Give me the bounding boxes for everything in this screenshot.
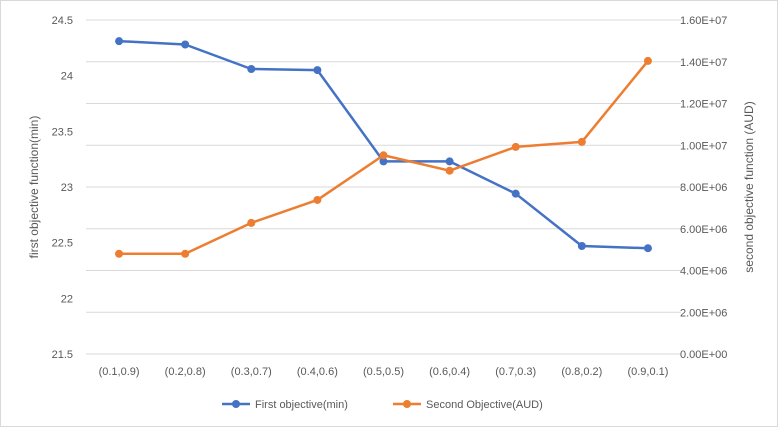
series-1-point [445, 157, 454, 166]
left-tick-label: 21.5 [52, 349, 73, 361]
series-2-point [379, 151, 388, 160]
left-tick-label: 22.5 [52, 238, 73, 250]
series-2-point [181, 249, 190, 258]
legend-marker-second [403, 400, 411, 408]
series-1-point [511, 189, 520, 198]
x-tick-label: (0.8,0.2) [561, 366, 602, 378]
left-axis-ticks: 21.5 22 22.5 23 23.5 24 24.5 [52, 15, 73, 361]
series-1-point [181, 40, 190, 49]
legend-label-second: Second Objective(AUD) [426, 399, 543, 411]
right-tick-label: 2.00E+06 [680, 307, 727, 319]
right-axis-ticks: 0.00E+00 2.00E+06 4.00E+06 6.00E+06 8.00E+06… [680, 15, 727, 361]
legend-marker-first [232, 400, 240, 408]
x-tick-label: (0.7,0.3) [495, 366, 536, 378]
legend: First objective(min) Second Objective(AU… [222, 399, 543, 411]
left-tick-label: 24 [61, 71, 73, 83]
right-tick-label: 1.60E+07 [680, 15, 727, 27]
series-1-point [247, 64, 256, 73]
right-tick-label: 1.40E+07 [680, 57, 727, 69]
x-tick-label: (0.1,0.9) [99, 366, 140, 378]
series-2-point [313, 195, 322, 204]
series-1-point [379, 157, 388, 166]
series-1-point [643, 244, 652, 253]
series-2-point [445, 166, 454, 175]
series-2-point [115, 249, 124, 258]
x-axis-ticks: (0.1,0.9) (0.2,0.8) (0.3,0.7) (0.4,0.6) (0.5… [99, 366, 669, 378]
right-tick-label: 8.00E+06 [680, 182, 727, 194]
x-tick-label: (0.9,0.1) [627, 366, 668, 378]
series-2-point [577, 137, 586, 146]
legend-item-first-objective: First objective(min) [222, 399, 348, 411]
left-tick-label: 23 [61, 182, 73, 194]
series-2-point [247, 218, 256, 227]
left-tick-label: 24.5 [52, 15, 73, 27]
x-tick-label: (0.2,0.8) [165, 366, 206, 378]
gridlines [86, 19, 681, 355]
x-tick-label: (0.4,0.6) [297, 366, 338, 378]
right-tick-label: 0.00E+00 [680, 349, 727, 361]
left-tick-label: 22 [61, 293, 73, 305]
x-tick-label: (0.6,0.4) [429, 366, 470, 378]
series-2-point [643, 56, 652, 65]
right-tick-label: 1.20E+07 [680, 99, 727, 111]
right-tick-label: 1.00E+07 [680, 140, 727, 152]
legend-label-first: First objective(min) [255, 399, 348, 411]
series-1-point [313, 66, 322, 75]
left-axis-title: first objective function(min) [27, 116, 41, 259]
series-line-1 [118, 39, 648, 250]
right-tick-label: 6.00E+06 [680, 224, 727, 236]
series-layer [115, 37, 652, 258]
right-axis-title: second objective function (AUD) [742, 101, 756, 272]
series-1-point [115, 37, 124, 46]
left-tick-label: 23.5 [52, 126, 73, 138]
legend-item-second-objective: Second Objective(AUD) [393, 399, 543, 411]
x-tick-label: (0.5,0.5) [363, 366, 404, 378]
series-1-point [577, 242, 586, 251]
series-2-point [511, 142, 520, 151]
right-tick-label: 4.00E+06 [680, 266, 727, 278]
x-tick-label: (0.3,0.7) [231, 366, 272, 378]
